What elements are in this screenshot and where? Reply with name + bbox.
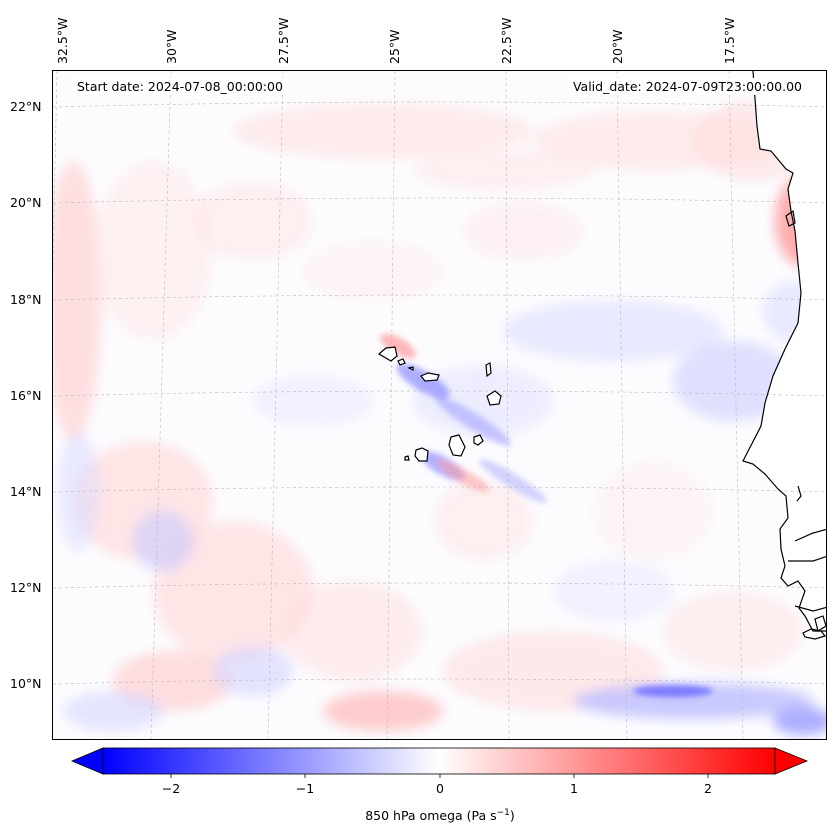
island-boa-vista	[486, 390, 502, 406]
omega-field	[53, 101, 826, 735]
island-fogo	[414, 447, 429, 462]
colorbar-label-close: )	[509, 808, 515, 824]
colorbar-tick-2: 2	[704, 781, 712, 796]
colorbar-gradient	[102, 747, 776, 775]
omega-field-map	[53, 71, 826, 739]
colorbar-label-main: 850 hPa omega (Pa s	[365, 808, 497, 824]
lat-label-10n: 10°N	[10, 676, 42, 691]
graticule	[53, 71, 826, 739]
colorbar-tick-0: 0	[436, 781, 444, 796]
valid-date-label: Valid_date: 2024-07-09T23:00:00.00	[566, 78, 808, 95]
island-brava	[404, 455, 410, 461]
lon-label-30w: 30°W	[164, 29, 179, 64]
coastline	[742, 71, 826, 640]
colorbar-min-extend	[70, 747, 104, 775]
lat-label-20n: 20°N	[10, 195, 42, 210]
cape-verde-islands	[377, 346, 502, 462]
island-sao-vicente	[397, 358, 406, 366]
colorbar-tick-minus-1: −1	[295, 781, 315, 796]
island-sal	[485, 362, 492, 378]
lon-label-20w: 20°W	[610, 29, 625, 64]
lat-label-18n: 18°N	[10, 292, 42, 307]
lat-label-12n: 12°N	[10, 580, 42, 595]
colorbar	[70, 747, 809, 778]
colorbar-max-extend	[774, 747, 809, 775]
island-santa-luzia	[407, 366, 414, 371]
colorbar-tick-1: 1	[570, 781, 578, 796]
lon-label-22-5w: 22.5°W	[499, 17, 514, 64]
island-maio	[473, 434, 484, 446]
colorbar-label-exponent: −1	[496, 808, 510, 818]
lon-label-27-5w: 27.5°W	[276, 17, 291, 64]
lat-label-22n: 22°N	[10, 99, 42, 114]
lat-label-16n: 16°N	[10, 388, 42, 403]
lat-label-14n: 14°N	[10, 484, 42, 499]
map-panel[interactable]: Start date: 2024-07-08_00:00:00 Valid_da…	[52, 70, 827, 740]
island-santo-antao	[377, 346, 398, 362]
colorbar-tick-minus-2: −2	[161, 781, 181, 796]
lon-label-25w: 25°W	[387, 29, 402, 64]
start-date-label: Start date: 2024-07-08_00:00:00	[71, 78, 289, 95]
island-santiago	[448, 434, 466, 457]
lon-label-17-5w: 17.5°W	[722, 17, 737, 64]
lon-label-32-5w: 32.5°W	[55, 17, 70, 64]
colorbar-label: 850 hPa omega (Pa s−1)	[365, 808, 515, 823]
island-sao-nicolau	[420, 372, 440, 382]
